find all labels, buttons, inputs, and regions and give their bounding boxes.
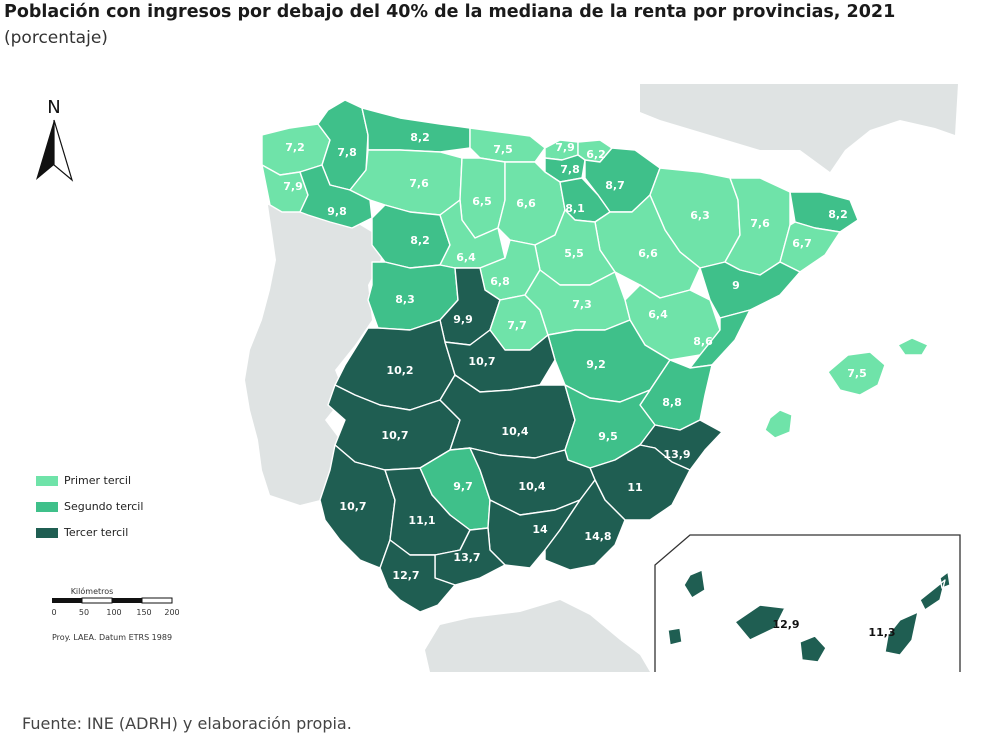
province-value-label: 10,7 — [339, 500, 366, 513]
background-land — [245, 84, 961, 672]
province-value-label: 7,5 — [847, 367, 867, 380]
province-value-label: 7,3 — [572, 298, 592, 311]
province-value-label: 6,2 — [586, 148, 606, 161]
portugal-land — [245, 205, 385, 505]
province-value-label: 6,4 — [456, 251, 476, 264]
province-value-label: 14 — [532, 523, 548, 536]
province-value-label: 7,7 — [507, 319, 527, 332]
scale-tick-1: 50 — [79, 608, 89, 617]
province-asturias[interactable] — [361, 107, 471, 153]
projection-note: Proy. LAEA. Datum ETRS 1989 — [52, 633, 172, 642]
province-value-label: 9,9 — [453, 313, 473, 326]
province-value-label: 8,3 — [395, 293, 415, 306]
province-value-label: 8,6 — [693, 335, 713, 348]
scale-tick-4: 200 — [164, 608, 179, 617]
province-illes-balears[interactable] — [764, 337, 929, 439]
legend-label-primer: Primer tercil — [64, 474, 131, 487]
province-value-label: 7,8 — [337, 146, 357, 159]
morocco-land — [425, 600, 650, 672]
province-value-label: 7,9 — [555, 141, 575, 154]
province-value-label: 9,5 — [598, 430, 618, 443]
choropleth-map: 7,2 7,8 8,2 7,5 7,9 6,2 7,8 8,7 7,9 7,6 6,5 6,6 8,1 6… — [36, 84, 961, 672]
province-value-label: 9,2 — [586, 358, 606, 371]
provinces-layer — [261, 99, 951, 663]
north-label: N — [47, 97, 60, 118]
province-value-label: 12,9 — [772, 618, 799, 631]
scale-bar: Kilómetros 0 50 100 150 200 Proy. LAEA. … — [51, 586, 179, 642]
province-value-label: 7,6 — [750, 217, 770, 230]
province-labels: 7,2 7,8 8,2 7,5 7,9 6,2 7,8 8,7 7,9 7,6 6,5 6,6 8,1 6… — [283, 131, 895, 639]
province-value-label: 7,2 — [285, 141, 305, 154]
scale-tick-0: 0 — [51, 608, 56, 617]
province-value-label: 7,6 — [409, 177, 429, 190]
province-value-label: 14,8 — [584, 530, 611, 543]
province-cadiz[interactable] — [379, 539, 456, 613]
province-value-label: 11 — [627, 481, 642, 494]
province-value-label: 9 — [732, 279, 740, 292]
legend-swatch-tercer — [36, 528, 58, 538]
canary-frame — [654, 534, 961, 672]
province-las-palmas[interactable] — [884, 571, 951, 656]
province-value-label: 6,4 — [648, 308, 668, 321]
province-value-label: 10,7 — [381, 429, 408, 442]
legend: Primer tercil Segundo tercil Tercer terc… — [36, 474, 143, 539]
province-value-label: 7,8 — [560, 163, 580, 176]
province-value-label: 11,3 — [868, 626, 895, 639]
legend-label-tercer: Tercer tercil — [63, 526, 128, 539]
province-value-label: 7,5 — [493, 143, 513, 156]
province-value-label: 9,7 — [453, 480, 473, 493]
province-value-label: 8,2 — [410, 131, 430, 144]
province-value-label: 8,7 — [605, 179, 625, 192]
province-value-label: 10,2 — [386, 364, 413, 377]
province-value-label: 6,3 — [690, 209, 710, 222]
province-value-label: 6,7 — [792, 237, 812, 250]
legend-swatch-segundo — [36, 502, 58, 512]
legend-swatch-primer — [36, 476, 58, 486]
province-value-label: 6,6 — [638, 247, 658, 260]
north-arrow: N — [36, 97, 74, 182]
province-almeria[interactable] — [544, 479, 626, 571]
province-value-label: 12,7 — [392, 569, 419, 582]
province-value-label: 13,9 — [663, 448, 690, 461]
france-land — [600, 84, 958, 172]
province-barcelona[interactable] — [779, 221, 841, 273]
province-value-label: 6,8 — [490, 275, 510, 288]
province-value-label: 10,4 — [501, 425, 528, 438]
legend-label-segundo: Segundo tercil — [64, 500, 143, 513]
province-value-label: 6,5 — [472, 195, 492, 208]
province-value-label: 8,8 — [662, 396, 682, 409]
map-subtitle: (porcentaje) — [4, 28, 108, 48]
province-value-label: 13,7 — [453, 551, 480, 564]
province-value-label: 8,1 — [565, 202, 585, 215]
source-note: Fuente: INE (ADRH) y elaboración propia. — [22, 714, 352, 733]
province-value-label: 7,9 — [283, 180, 303, 193]
province-value-label: 8,2 — [828, 208, 848, 221]
province-ourense[interactable] — [299, 164, 373, 229]
province-value-label: 9,8 — [327, 205, 347, 218]
province-guadalajara[interactable] — [524, 269, 631, 336]
scale-tick-3: 150 — [136, 608, 151, 617]
province-value-label: 5,5 — [564, 247, 584, 260]
province-value-label: 11,1 — [408, 514, 435, 527]
scale-tick-2: 100 — [106, 608, 121, 617]
province-value-label: 10,7 — [468, 355, 495, 368]
province-santa-cruz-de-tenerife[interactable] — [667, 569, 827, 663]
map-title: Población con ingresos por debajo del 40… — [4, 2, 896, 22]
scale-title: Kilómetros — [71, 586, 114, 596]
province-value-label: 6,6 — [516, 197, 536, 210]
province-value-label: 10,4 — [518, 480, 545, 493]
province-value-label: 8,2 — [410, 234, 430, 247]
